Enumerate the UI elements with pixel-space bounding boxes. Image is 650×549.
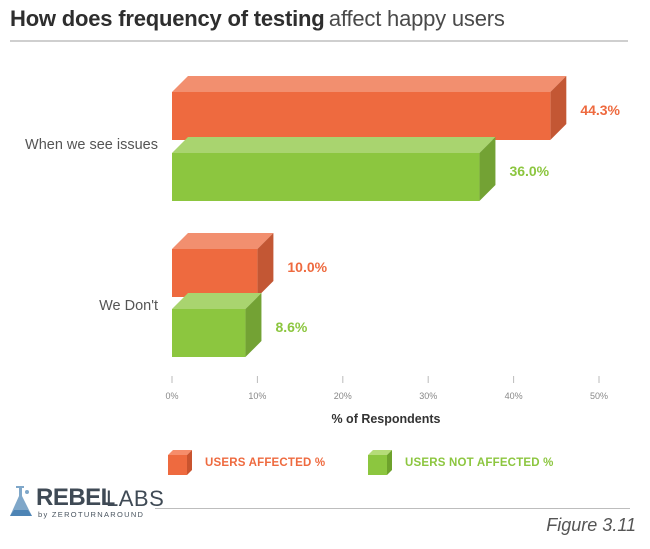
bar-side-face bbox=[245, 293, 262, 357]
bar-top-face bbox=[172, 293, 262, 309]
x-tick-label: 20% bbox=[334, 391, 352, 401]
rebellabs-logo: REBEL LABS by ZEROTURNAROUND bbox=[8, 482, 164, 522]
logo-rebel-text: REBEL bbox=[36, 484, 115, 511]
bar-top-face bbox=[172, 233, 274, 249]
logo-subtitle: by ZEROTURNAROUND bbox=[38, 510, 145, 519]
x-tick-label: 0% bbox=[165, 391, 178, 401]
bar-value-label: 36.0% bbox=[509, 163, 549, 179]
bar-top-face bbox=[172, 76, 567, 92]
category-label: When we see issues bbox=[25, 137, 158, 153]
chart-title-bold: How does frequency of testing bbox=[10, 6, 325, 31]
bar-side-face bbox=[479, 137, 496, 201]
legend-item-users-not-affected: USERS NOT AFFECTED % bbox=[367, 448, 554, 478]
bar-value-label: 8.6% bbox=[275, 319, 307, 335]
bar bbox=[172, 92, 551, 140]
bar bbox=[172, 249, 258, 297]
bar-value-label: 10.0% bbox=[287, 259, 327, 275]
flask-icon bbox=[10, 486, 32, 516]
title-divider bbox=[10, 40, 628, 42]
legend-swatch-users-not-affected bbox=[368, 450, 392, 475]
legend-label-users-not-affected: USERS NOT AFFECTED % bbox=[405, 457, 554, 469]
x-tick-label: 50% bbox=[590, 391, 608, 401]
chart-legend: USERS AFFECTED % USERS NOT AFFECTED % bbox=[0, 448, 650, 478]
legend-label-users-affected: USERS AFFECTED % bbox=[205, 457, 326, 469]
legend-item-users-affected: USERS AFFECTED % bbox=[167, 448, 325, 478]
chart-title: How does frequency of testing affect hap… bbox=[10, 6, 630, 40]
x-tick-label: 40% bbox=[505, 391, 523, 401]
x-tick-label: 30% bbox=[419, 391, 437, 401]
x-axis-label: % of Respondents bbox=[331, 412, 440, 426]
category-label: We Don't bbox=[99, 298, 158, 314]
bar-value-label: 44.3% bbox=[580, 102, 620, 118]
bar bbox=[172, 309, 246, 357]
bar-side-face bbox=[257, 233, 274, 297]
footer-divider bbox=[155, 508, 630, 509]
bar bbox=[172, 153, 480, 201]
legend-swatch-users-affected bbox=[168, 450, 192, 475]
x-tick-label: 10% bbox=[248, 391, 266, 401]
bar-chart: 0% 10% 20% 30% 40% 50% % of Respondents When we… bbox=[25, 76, 621, 426]
bar-side-face bbox=[550, 76, 567, 140]
chart-title-normal: affect happy users bbox=[328, 6, 505, 31]
logo-labs-text: LABS bbox=[106, 486, 165, 511]
bar-top-face bbox=[172, 137, 496, 153]
figure-caption: Figure 3.11 bbox=[546, 515, 636, 535]
